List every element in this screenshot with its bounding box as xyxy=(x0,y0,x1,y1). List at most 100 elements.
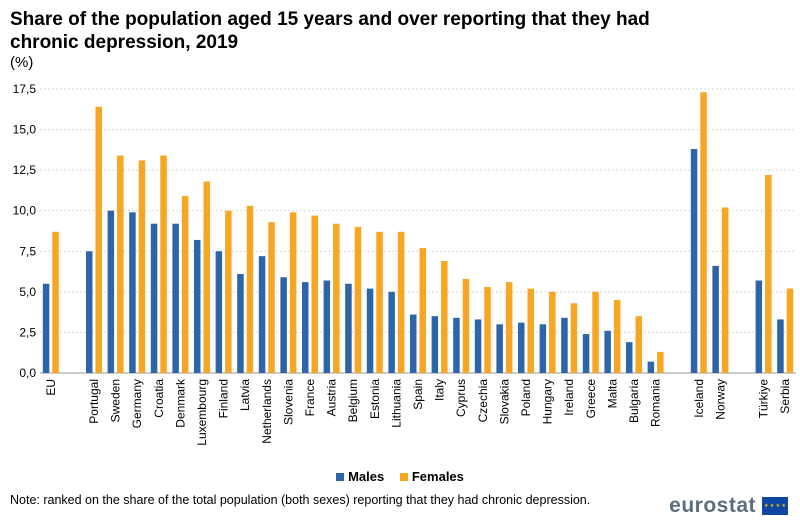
x-tick-label: Belgium xyxy=(346,379,360,422)
x-tick-label: Spain xyxy=(411,379,425,410)
y-axis-unit: (%) xyxy=(10,54,34,71)
bar-males xyxy=(345,283,352,373)
bar-males xyxy=(431,316,439,373)
bar-males xyxy=(302,282,309,373)
bar-males xyxy=(518,322,525,373)
x-tick-label: Croatia xyxy=(152,379,166,418)
y-tick-label: 17,5 xyxy=(13,82,37,96)
x-tick-label: Netherlands xyxy=(260,379,274,444)
x-tick-label: Czechia xyxy=(476,379,490,423)
bar-females xyxy=(700,92,707,373)
bar-males xyxy=(215,251,223,373)
bar-males xyxy=(129,212,136,373)
x-tick-label: Sweden xyxy=(109,379,123,422)
bar-males xyxy=(42,283,50,373)
bar-chart: 0,0 2,5 5,0 7,5 10,0 12,5 15,0 17,5 EU Portugal Sw… xyxy=(13,82,796,446)
bar-females xyxy=(117,155,124,373)
bar-females xyxy=(441,261,448,373)
bar-females xyxy=(203,181,210,373)
legend-item-females: Females xyxy=(399,469,464,484)
bar-females xyxy=(505,282,513,373)
x-tick-label: Greece xyxy=(584,379,598,419)
footnote: Note: ranked on the share of the total p… xyxy=(10,493,591,507)
bar-males xyxy=(194,239,201,373)
bar-females xyxy=(354,226,362,373)
bar-males xyxy=(150,223,158,373)
x-tick-label: Türkiye xyxy=(757,379,771,419)
bar-females xyxy=(419,248,426,373)
x-tick-label: Lithuania xyxy=(389,379,403,428)
y-tick-label: 0,0 xyxy=(19,366,36,380)
bar-males xyxy=(86,251,93,373)
bar-females xyxy=(268,222,275,373)
bar-males xyxy=(280,277,287,373)
bar-females xyxy=(657,351,664,373)
bar-males xyxy=(777,319,784,373)
bar-females xyxy=(462,278,470,373)
x-tick-label: Ireland xyxy=(562,379,576,416)
x-tick-label: Finland xyxy=(217,379,231,418)
bar-males xyxy=(366,288,374,373)
bar-females xyxy=(311,215,318,373)
bar-females xyxy=(95,106,102,373)
bar-males xyxy=(237,274,244,373)
bar-females xyxy=(52,231,59,373)
x-tick-label: Portugal xyxy=(87,379,101,424)
bar-males xyxy=(453,317,460,373)
bar-females xyxy=(635,316,642,373)
bar-females xyxy=(786,288,794,373)
bar-females xyxy=(721,207,729,373)
x-tick-label: Romania xyxy=(649,379,663,427)
bar-females xyxy=(376,231,383,373)
bar-males xyxy=(561,317,568,373)
x-tick-label: France xyxy=(303,379,317,417)
x-tick-label: Slovakia xyxy=(497,379,511,425)
y-tick-label: 15,0 xyxy=(13,123,37,137)
chart-title: Share of the population aged 15 years an… xyxy=(10,9,650,53)
bar-males xyxy=(496,324,503,373)
y-tick-label: 2,5 xyxy=(19,325,36,339)
logo-text: eurostat xyxy=(669,494,756,517)
bar-males xyxy=(258,256,266,373)
bar-males xyxy=(712,265,719,373)
x-tick-label: Iceland xyxy=(692,379,706,418)
bar-males xyxy=(107,210,115,373)
bar-females xyxy=(397,231,405,373)
x-tick-label: Serbia xyxy=(778,379,792,414)
x-tick-label: Cyprus xyxy=(454,379,468,417)
bar-males xyxy=(626,342,633,373)
x-tick-label: Bulgaria xyxy=(627,379,641,423)
bar-females xyxy=(592,291,599,373)
x-tick-label: Malta xyxy=(605,379,619,409)
legend-swatch-males xyxy=(336,473,345,481)
x-tick-label: Luxembourg xyxy=(195,379,209,446)
x-tick-label: EU xyxy=(44,379,58,396)
bar-males xyxy=(539,324,547,373)
bar-females xyxy=(138,160,146,373)
x-tick-label: Slovenia xyxy=(281,379,295,425)
eu-flag-icon: ★ ★ ★ ★ xyxy=(762,497,788,515)
bar-males xyxy=(172,223,179,373)
bar-females xyxy=(570,303,578,373)
x-tick-label: Germany xyxy=(130,379,144,428)
y-tick-label: 10,0 xyxy=(13,204,37,218)
eurostat-logo: eurostat ★ ★ ★ ★ xyxy=(669,494,788,518)
bar-males xyxy=(647,361,655,373)
bar-females xyxy=(765,175,772,373)
bar-females xyxy=(613,299,621,373)
legend-item-males: Males xyxy=(336,469,384,484)
bar-females xyxy=(333,223,340,373)
legend-label-males: Males xyxy=(348,469,385,484)
bar-females xyxy=(225,210,232,373)
x-tick-label: Estonia xyxy=(368,379,382,419)
y-tick-label: 7,5 xyxy=(19,244,36,258)
y-tick-label: 5,0 xyxy=(19,285,36,299)
bar-males xyxy=(410,314,417,373)
bar-females xyxy=(549,291,556,373)
y-tick-label: 12,5 xyxy=(13,163,37,177)
x-tick-label: Hungary xyxy=(541,379,555,424)
x-tick-label: Latvia xyxy=(238,379,252,411)
bar-males xyxy=(323,280,331,373)
bar-males xyxy=(604,330,611,373)
x-tick-label: Norway xyxy=(713,379,727,420)
